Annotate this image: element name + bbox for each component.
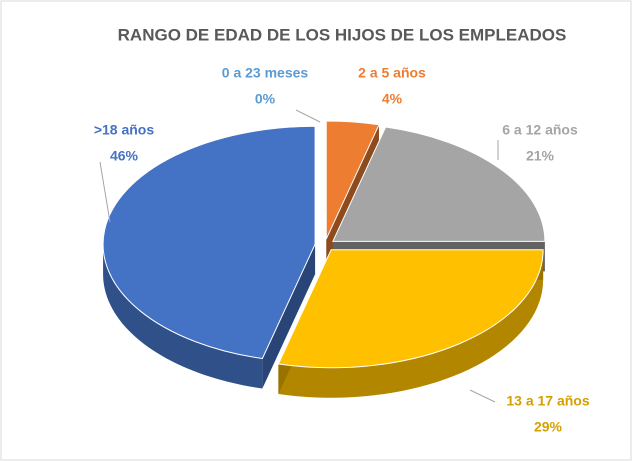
data-label-category: 2 a 5 años — [358, 65, 426, 81]
slice — [325, 120, 380, 240]
data-label-value: 0% — [255, 91, 276, 107]
chart-title: RANGO DE EDAD DE LOS HIJOS DE LOS EMPLEA… — [118, 25, 567, 44]
data-label-category: 0 a 23 meses — [222, 65, 309, 81]
slice — [102, 125, 316, 360]
slice-face — [262, 244, 316, 389]
data-label-value: 29% — [534, 419, 563, 435]
slice-side — [278, 249, 544, 398]
data-label-category: 6 a 12 años — [502, 122, 578, 138]
slice — [277, 249, 544, 369]
data-label-value: 4% — [382, 91, 403, 107]
data-label-category: 13 a 17 años — [506, 393, 589, 409]
data-label-value: 46% — [110, 148, 139, 164]
leader-line — [469, 389, 496, 403]
slice — [332, 126, 546, 242]
data-label-category: >18 años — [94, 122, 155, 138]
leader-line — [295, 109, 321, 123]
slice-side — [103, 244, 263, 389]
leader-line — [99, 161, 111, 223]
data-label-value: 21% — [526, 148, 555, 164]
